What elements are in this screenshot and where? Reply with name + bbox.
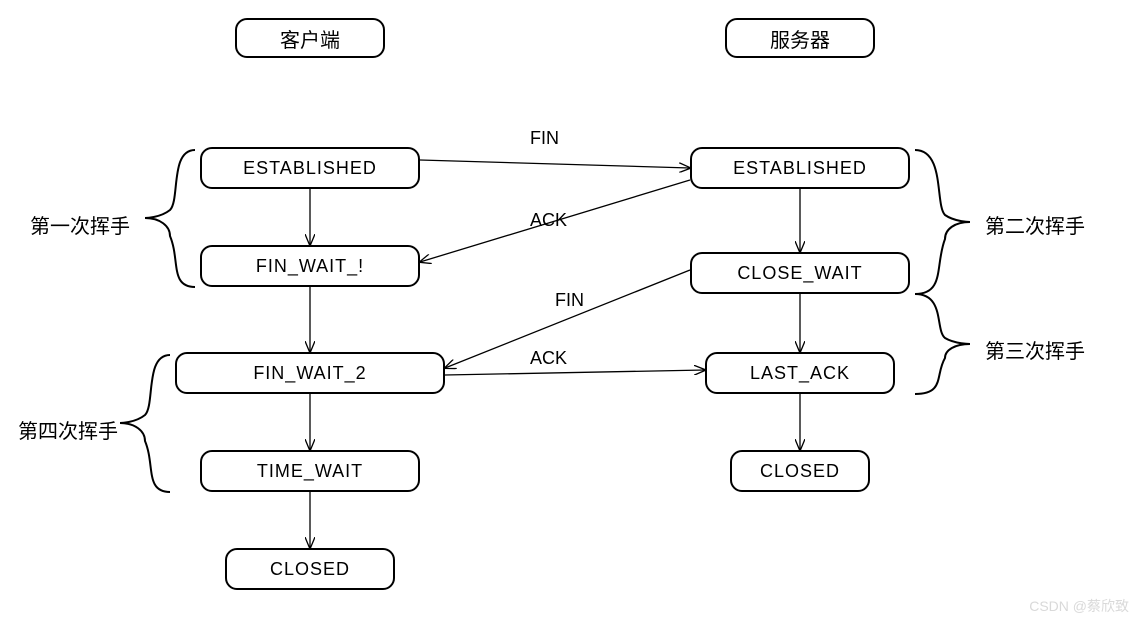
client-fin-wait-2-text: FIN_WAIT_2 — [253, 363, 366, 384]
client-established: ESTABLISHED — [200, 147, 420, 189]
diagram-canvas: 客户端 服务器 ESTABLISHED FIN_WAIT_! FIN_WAIT_… — [0, 0, 1139, 621]
header-client-text: 客户端 — [280, 24, 340, 53]
client-time-wait: TIME_WAIT — [200, 450, 420, 492]
client-closed-text: CLOSED — [270, 559, 350, 580]
client-fin-wait-2: FIN_WAIT_2 — [175, 352, 445, 394]
brace-wave-3 — [915, 294, 970, 394]
arrow-fin-1 — [420, 160, 690, 168]
arrow-fin-2 — [445, 270, 690, 368]
label-wave-2: 第二次挥手 — [985, 210, 1085, 239]
label-wave-1: 第一次挥手 — [30, 210, 130, 239]
label-wave-3: 第三次挥手 — [985, 335, 1085, 364]
client-established-text: ESTABLISHED — [243, 158, 377, 179]
server-close-wait-text: CLOSE_WAIT — [737, 263, 862, 284]
label-ack-2: ACK — [530, 348, 567, 369]
watermark: CSDN @蔡欣致 — [1029, 596, 1129, 616]
server-established-text: ESTABLISHED — [733, 158, 867, 179]
label-ack-1: ACK — [530, 210, 567, 231]
header-client: 客户端 — [235, 18, 385, 58]
label-fin-1: FIN — [530, 128, 559, 149]
server-last-ack-text: LAST_ACK — [750, 363, 850, 384]
server-closed: CLOSED — [730, 450, 870, 492]
client-fin-wait-1-text: FIN_WAIT_! — [256, 256, 364, 277]
server-close-wait: CLOSE_WAIT — [690, 252, 910, 294]
brace-wave-2 — [915, 150, 970, 294]
brace-wave-4 — [120, 355, 170, 492]
client-time-wait-text: TIME_WAIT — [257, 461, 363, 482]
arrow-ack-2 — [445, 370, 705, 375]
client-fin-wait-1: FIN_WAIT_! — [200, 245, 420, 287]
brace-wave-1 — [145, 150, 195, 287]
header-server: 服务器 — [725, 18, 875, 58]
server-closed-text: CLOSED — [760, 461, 840, 482]
label-fin-2: FIN — [555, 290, 584, 311]
server-last-ack: LAST_ACK — [705, 352, 895, 394]
client-closed: CLOSED — [225, 548, 395, 590]
label-wave-4: 第四次挥手 — [18, 415, 118, 444]
header-server-text: 服务器 — [770, 24, 830, 53]
server-established: ESTABLISHED — [690, 147, 910, 189]
